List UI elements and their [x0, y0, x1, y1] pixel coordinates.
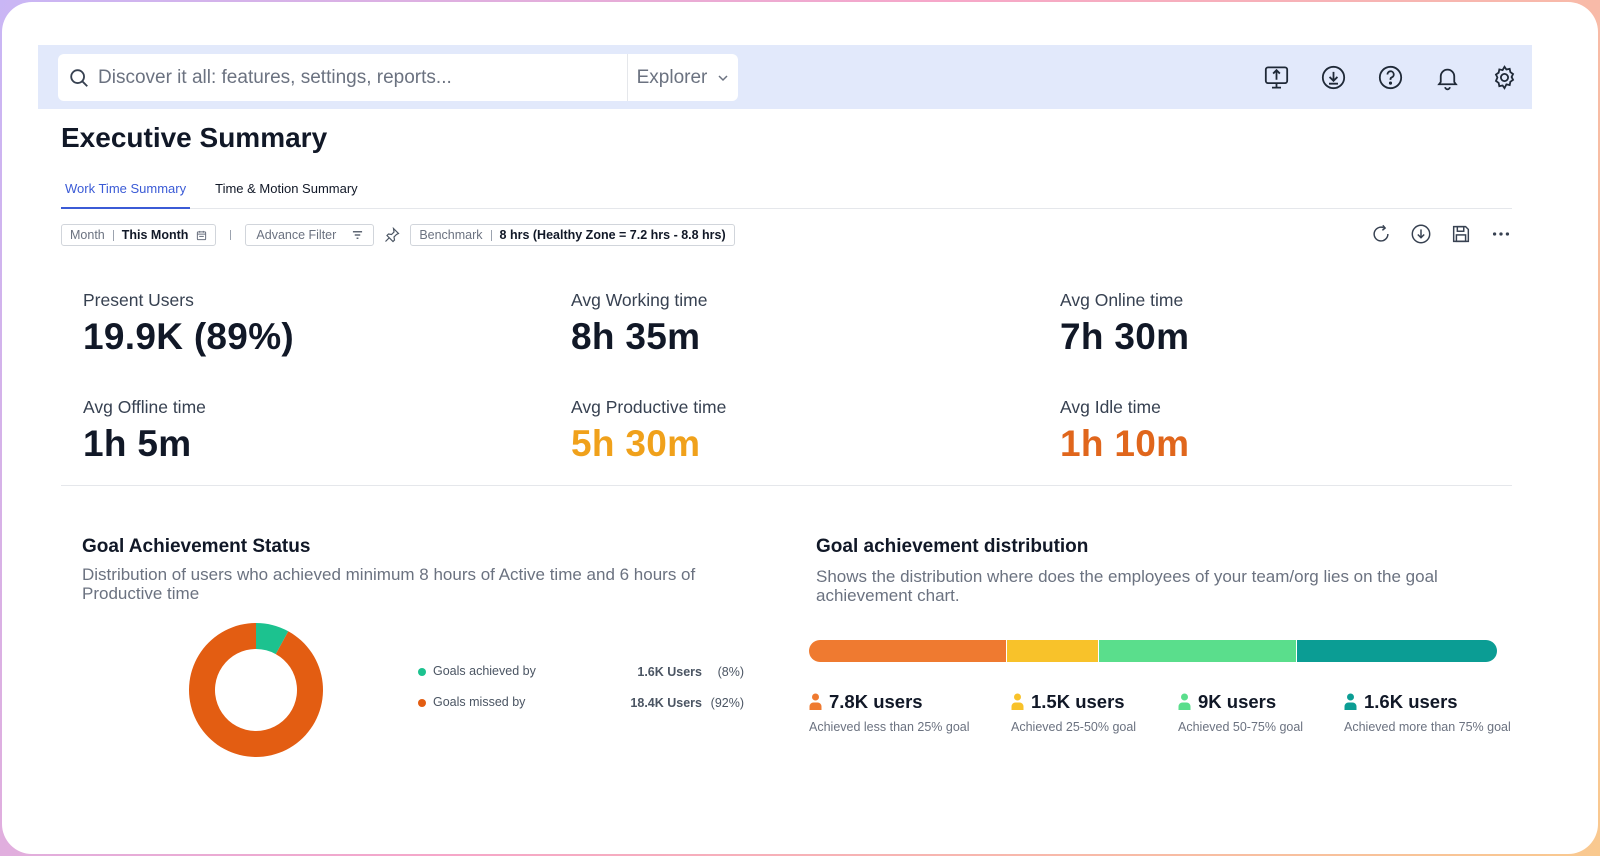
legend-label: Goals achieved by	[433, 664, 536, 678]
explorer-dropdown[interactable]: Explorer	[627, 54, 738, 101]
goal-legend: Goals achieved by 1.6K Users (8%) Goals …	[418, 662, 748, 724]
goal-donut-chart	[188, 623, 323, 757]
distribution-segment[interactable]	[1005, 640, 1098, 662]
section-divider	[61, 485, 1512, 486]
user-icon	[809, 693, 822, 710]
kpi-label: Avg Online time	[1060, 290, 1184, 310]
more-icon[interactable]	[1490, 223, 1512, 245]
page-title: Executive Summary	[61, 122, 328, 153]
filter-icon	[353, 231, 363, 239]
legend-percent: (92%)	[710, 696, 744, 710]
header-actions	[1263, 64, 1518, 91]
kpi-value: 19.9K (89%)	[83, 316, 295, 357]
bell-icon[interactable]	[1434, 64, 1461, 91]
benchmark-label: Benchmark	[419, 228, 483, 242]
filter-divider	[230, 230, 232, 240]
refresh-icon[interactable]	[1370, 223, 1392, 245]
period-value: This Month	[121, 228, 189, 242]
distribution-value: 1.6K users	[1364, 691, 1458, 712]
download-icon[interactable]	[1410, 223, 1432, 245]
kpi-label: Avg Working time	[571, 290, 708, 310]
monitor-upload-icon[interactable]	[1263, 64, 1290, 91]
tab-time-motion-summary[interactable]: Time & Motion Summary	[215, 181, 358, 196]
distribution-stat: 1.5K users Achieved 25-50% goal	[1011, 691, 1136, 734]
gear-icon[interactable]	[1491, 64, 1518, 91]
distribution-description: Shows the distribution where does the em…	[816, 567, 1438, 605]
kpi-label: Avg Productive time	[571, 397, 727, 417]
distribution-label: Achieved more than 75% goal	[1344, 720, 1511, 734]
search-box[interactable]: Discover it all: features, settings, rep…	[58, 54, 738, 101]
explorer-label: Explorer	[636, 66, 708, 88]
kpi-grid: Present Users 19.9K (89%) Avg Working ti…	[83, 290, 1523, 470]
donut-slice-achieved[interactable]	[256, 623, 289, 655]
benchmark-value: 8 hrs (Healthy Zone = 7.2 hrs - 8.8 hrs)	[499, 228, 726, 242]
kpi-value: 8h 35m	[571, 316, 701, 357]
search-input[interactable]: Discover it all: features, settings, rep…	[98, 66, 452, 88]
distribution-label: Achieved less than 25% goal	[809, 720, 970, 734]
distribution-label: Achieved 25-50% goal	[1011, 720, 1137, 734]
legend-label: Goals missed by	[433, 695, 526, 709]
benchmark-filter[interactable]: Benchmark 8 hrs (Healthy Zone = 7.2 hrs …	[410, 224, 735, 246]
goal-status-title: Goal Achievement Status	[82, 536, 311, 557]
legend-dot	[418, 699, 426, 707]
distribution-value: 7.8K users	[829, 691, 923, 712]
distribution-segment[interactable]	[1097, 640, 1297, 662]
user-icon	[1344, 693, 1357, 710]
kpi-avg-idle-time: Avg Idle time 1h 10m	[1060, 397, 1500, 465]
distribution-label: Achieved 50-75% goal	[1178, 720, 1304, 734]
kpi-label: Present Users	[83, 290, 194, 310]
advance-filter-label: Advance Filter	[256, 228, 337, 242]
kpi-avg-offline-time: Avg Offline time 1h 5m	[83, 397, 523, 465]
kpi-avg-online-time: Avg Online time 7h 30m	[1060, 290, 1500, 358]
distribution-stat: 7.8K users Achieved less than 25% goal	[809, 691, 970, 734]
period-label: Month	[70, 228, 105, 242]
pin-icon[interactable]	[384, 227, 400, 243]
search-icon	[70, 68, 88, 87]
distribution-value: 1.5K users	[1031, 691, 1125, 712]
distribution-segment[interactable]	[809, 640, 1006, 662]
period-filter[interactable]: Month This Month	[61, 224, 217, 246]
advance-filter-button[interactable]: Advance Filter	[245, 224, 375, 246]
kpi-value: 1h 10m	[1060, 423, 1190, 464]
legend-item-missed: Goals missed by 18.4K Users (92%)	[418, 693, 748, 724]
legend-value: 18.4K Users	[630, 696, 702, 710]
legend-value: 1.6K Users	[637, 665, 702, 679]
help-icon[interactable]	[1377, 64, 1404, 91]
distribution-title: Goal achievement distribution	[816, 536, 1089, 557]
distribution-value: 9K users	[1198, 691, 1277, 712]
donut-slice-missed[interactable]	[188, 623, 323, 757]
kpi-avg-working-time: Avg Working time 8h 35m	[571, 290, 1011, 358]
kpi-label: Avg Idle time	[1060, 397, 1161, 417]
filter-bar: Month This Month Advance Filter Benchmar…	[61, 223, 1512, 247]
tab-work-time-summary[interactable]: Work Time Summary	[61, 174, 191, 209]
distribution-stat: 9K users Achieved 50-75% goal	[1178, 691, 1303, 734]
legend-item-achieved: Goals achieved by 1.6K Users (8%)	[418, 662, 748, 693]
goal-status-description: Distribution of users who achieved minim…	[82, 565, 696, 603]
report-toolbar	[1370, 223, 1512, 245]
kpi-value: 5h 30m	[571, 423, 701, 464]
save-icon[interactable]	[1450, 223, 1472, 245]
user-icon	[1178, 693, 1191, 710]
kpi-value: 7h 30m	[1060, 316, 1190, 357]
top-bar: Discover it all: features, settings, rep…	[38, 45, 1532, 109]
tab-bar: Work Time Summary Time & Motion Summary	[61, 174, 1512, 209]
user-icon	[1011, 693, 1024, 710]
legend-percent: (8%)	[717, 665, 744, 679]
distribution-stat: 1.6K users Achieved more than 75% goal	[1344, 691, 1511, 734]
calendar-icon	[197, 230, 207, 240]
kpi-present-users: Present Users 19.9K (89%)	[83, 290, 523, 358]
kpi-avg-productive-time: Avg Productive time 5h 30m	[571, 397, 1011, 465]
distribution-bar	[809, 640, 1497, 662]
distribution-segment[interactable]	[1296, 640, 1497, 662]
kpi-label: Avg Offline time	[83, 397, 206, 417]
kpi-value: 1h 5m	[83, 423, 192, 464]
chevron-down-icon	[718, 74, 728, 81]
legend-dot	[418, 668, 426, 676]
download-icon[interactable]	[1320, 64, 1347, 91]
